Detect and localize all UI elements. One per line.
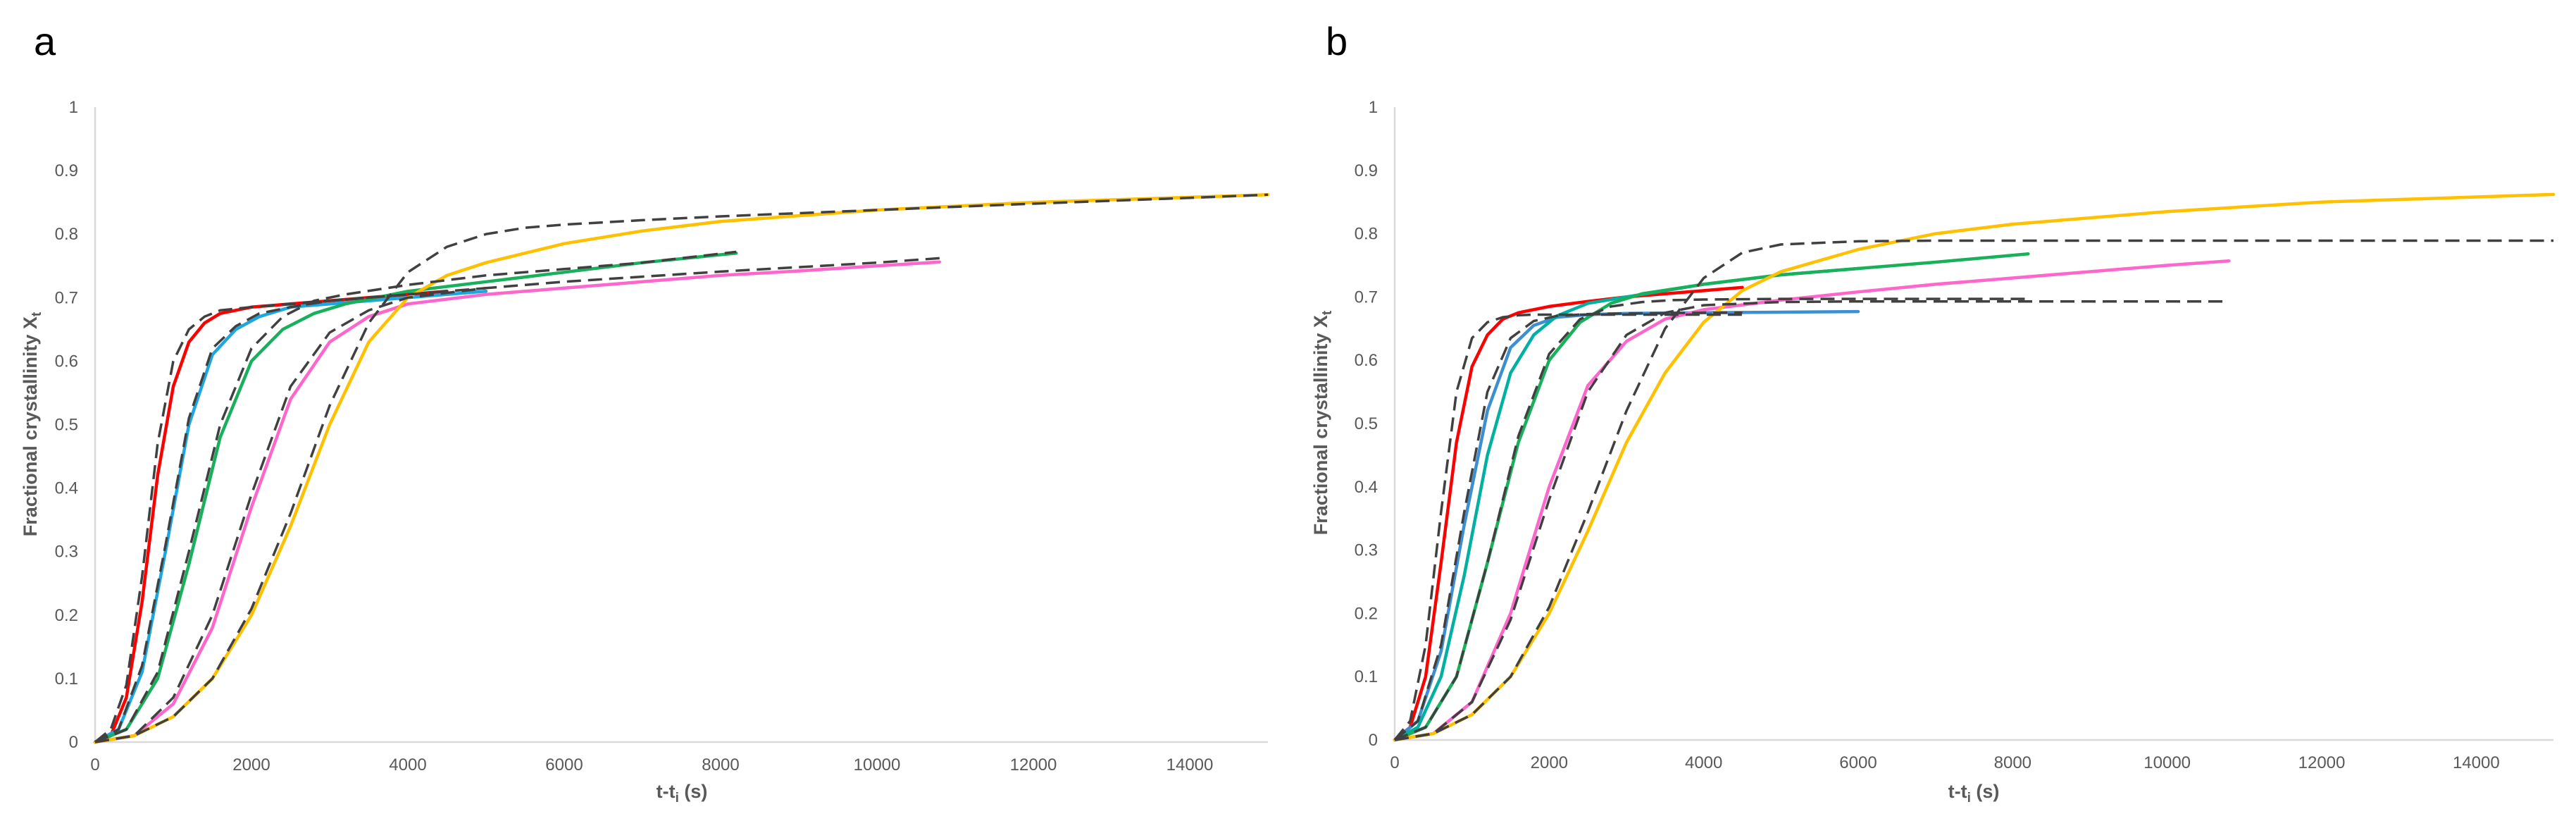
x-tick-label: 10000 <box>2143 753 2191 772</box>
x-tick-label: 6000 <box>1839 753 1877 772</box>
y-axis-title: Fractional crystallinity Xt <box>20 311 44 536</box>
y-tick-label: 0.9 <box>55 161 78 180</box>
x-tick-label: 8000 <box>1994 753 2031 772</box>
x-tick-label: 12000 <box>1010 755 1057 774</box>
y-tick-label: 0.2 <box>55 606 78 625</box>
series-lines <box>93 193 1270 744</box>
y-tick-label: 0.5 <box>55 416 78 435</box>
fit-lines <box>94 193 1269 743</box>
series-line-green <box>93 251 738 744</box>
y-tick-label: 0.7 <box>1355 288 1378 307</box>
fit-line-green-fit <box>1394 297 2029 741</box>
fit-line-green-fit <box>94 250 737 743</box>
x-tick-label: 2000 <box>1531 753 1568 772</box>
y-tick-label: 0.8 <box>55 225 78 244</box>
fit-line-gold-fit <box>1394 239 2553 741</box>
x-tick-label: 0 <box>1390 753 1399 772</box>
y-tick-label: 0 <box>1369 731 1378 750</box>
series-lines <box>1393 192 2556 742</box>
panel-letter: a <box>34 19 56 63</box>
x-axis-title: t-ti (s) <box>1948 781 2000 805</box>
x-tick-label: 14000 <box>1166 755 1214 774</box>
panel-a: a 0 0.1 0.2 0.3 0.4 0.5 0.6 0.7 0.8 0.9 1 0 2000 400… <box>20 19 1270 805</box>
y-tick-label: 0.6 <box>55 352 78 371</box>
y-tick-label: 1 <box>69 98 78 117</box>
panel-letter: b <box>1326 19 1348 63</box>
fit-line-blue-fit <box>1393 311 1743 741</box>
x-tick-label: 6000 <box>545 755 583 774</box>
y-tick-label: 0.9 <box>1355 161 1378 180</box>
x-tick-label: 4000 <box>1685 753 1722 772</box>
y-tick-label: 0.2 <box>1355 604 1378 623</box>
y-tick-label: 1 <box>1369 98 1378 117</box>
y-tick-label: 0.5 <box>1355 414 1378 433</box>
series-line-gold <box>1393 192 2556 742</box>
y-tick-label: 0.8 <box>1355 225 1378 244</box>
x-tick-label: 8000 <box>702 755 739 774</box>
series-line-blue <box>93 290 488 744</box>
y-tick-labels: 0 0.1 0.2 0.3 0.4 0.5 0.6 0.7 0.8 0.9 1 <box>1355 98 1378 750</box>
series-line-pink <box>93 260 942 744</box>
x-tick-label: 2000 <box>232 755 270 774</box>
x-tick-label: 14000 <box>2453 753 2500 772</box>
series-line-pink <box>1393 259 2231 742</box>
series-line-red <box>1393 285 1744 742</box>
y-tick-label: 0.1 <box>55 669 78 689</box>
y-tick-label: 0.3 <box>1355 541 1378 560</box>
fit-line-pink-fit <box>1394 300 2229 741</box>
y-tick-label: 0.1 <box>1355 667 1378 686</box>
y-tick-label: 0.4 <box>55 479 78 498</box>
x-tick-labels: 0 2000 4000 6000 8000 10000 12000 14000 <box>1390 753 2499 772</box>
fit-line-blue-fit <box>94 287 487 743</box>
fit-line-gold-fit <box>94 193 1269 743</box>
y-tick-label: 0.6 <box>1355 351 1378 370</box>
y-axis-title: Fractional crystallinity Xt <box>1310 310 1335 535</box>
y-tick-label: 0.3 <box>55 543 78 562</box>
fit-line-pink-fit <box>94 257 940 743</box>
fit-lines <box>1393 239 2553 741</box>
series-line-teal <box>1393 266 1860 742</box>
panel-b: b 0 0.1 0.2 0.3 0.4 0.5 0.6 0.7 0.8 0.9 1 0 2000 400… <box>1310 19 2556 805</box>
x-tick-label: 12000 <box>2298 753 2346 772</box>
y-tick-labels: 0 0.1 0.2 0.3 0.4 0.5 0.6 0.7 0.8 0.9 1 <box>55 98 78 752</box>
x-axis-title: t-ti (s) <box>657 781 708 805</box>
x-tick-label: 10000 <box>854 755 901 774</box>
x-tick-label: 4000 <box>389 755 426 774</box>
y-tick-label: 0 <box>69 733 78 752</box>
x-tick-label: 0 <box>90 755 99 774</box>
y-tick-label: 0.7 <box>55 288 78 307</box>
x-tick-labels: 0 2000 4000 6000 8000 10000 12000 14000 <box>90 755 1213 774</box>
fit-line-red-fit <box>94 290 447 743</box>
series-line-gold <box>93 193 1270 744</box>
series-line-blue <box>1393 309 1860 742</box>
y-tick-label: 0.4 <box>1355 478 1378 497</box>
